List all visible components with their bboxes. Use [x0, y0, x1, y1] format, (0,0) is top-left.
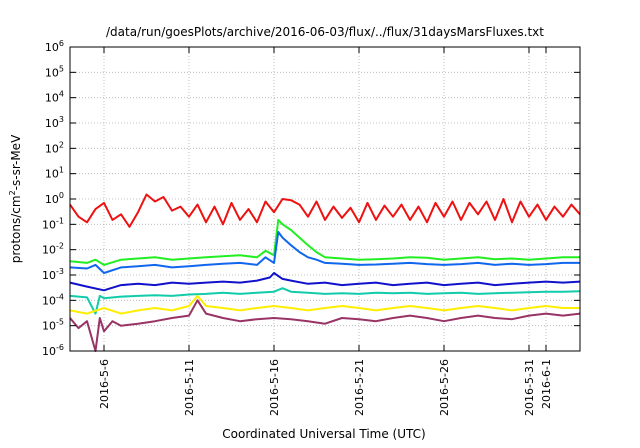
y-axis-label: protons/cm2-s-sr-MeV [8, 134, 23, 263]
y-tick-label: 104 [45, 90, 64, 105]
y-axis-label-base: protons/cm [9, 195, 23, 263]
y-tick-base: 10 [45, 117, 59, 130]
y-tick-base: 10 [42, 244, 56, 257]
y-tick-label: 10-1 [42, 216, 64, 231]
y-tick-exp: -4 [56, 292, 64, 301]
series-line-6 [69, 294, 580, 315]
y-tick-base: 10 [42, 320, 56, 333]
y-tick-label: 10-3 [42, 267, 64, 282]
y-tick-exp: 3 [59, 115, 64, 124]
x-ticks: 2016-5-6 2016-5-11 2016-5-16 2016-5-21 2016-… [98, 47, 553, 416]
x-tick-label: 2016-5-21 [353, 359, 366, 416]
y-tick-base: 10 [42, 294, 56, 307]
y-ticks: 10-610-510-410-310-210-11001011021031041… [42, 39, 580, 358]
y-tick-base: 10 [45, 92, 59, 105]
series-line-3 [69, 231, 580, 274]
y-tick-exp: -3 [56, 267, 64, 276]
y-tick-label: 10-6 [42, 343, 64, 358]
y-tick-base: 10 [45, 66, 59, 79]
y-tick-label: 102 [45, 140, 64, 155]
y-tick-label: 10-2 [42, 242, 64, 257]
y-tick-exp: -6 [56, 343, 64, 352]
y-tick-label: 103 [45, 115, 64, 130]
y-axis-label-rest: -s-sr-MeV [9, 134, 23, 190]
y-tick-base: 10 [45, 193, 59, 206]
x-tick-label: 2016-5-26 [438, 359, 451, 416]
y-tick-base: 10 [45, 168, 59, 181]
x-tick-label: 2016-5-6 [98, 359, 111, 409]
y-tick-base: 10 [45, 41, 59, 54]
series-line-4 [69, 272, 581, 292]
x-tick-label: 2016-5-16 [268, 359, 281, 416]
y-tick-label: 105 [45, 64, 64, 79]
y-tick-exp: 6 [59, 39, 64, 48]
y-tick-exp: 4 [59, 90, 64, 99]
y-tick-label: 10-4 [42, 292, 64, 307]
y-tick-exp: 2 [59, 140, 64, 149]
y-tick-label: 106 [45, 39, 64, 54]
series-line-2 [69, 218, 580, 266]
x-tick-label: 2016-6-1 [540, 359, 553, 409]
y-tick-exp: 1 [59, 166, 64, 175]
series-group [69, 193, 581, 352]
y-tick-label: 10-5 [42, 318, 64, 333]
x-tick-label: 2016-5-11 [183, 359, 196, 416]
y-tick-exp: -5 [56, 318, 64, 327]
y-tick-base: 10 [42, 218, 56, 231]
x-axis-label: Coordinated Universal Time (UTC) [222, 427, 425, 441]
y-tick-base: 10 [42, 269, 56, 282]
y-tick-exp: -2 [56, 242, 64, 251]
y-tick-label: 101 [45, 166, 64, 181]
y-tick-exp: 5 [59, 64, 64, 73]
y-tick-label: 100 [45, 191, 64, 206]
y-axis-label-sup: 2 [8, 190, 17, 195]
y-tick-exp: -1 [56, 216, 64, 225]
y-tick-base: 10 [45, 142, 59, 155]
series-line-5 [69, 287, 581, 315]
y-tick-exp: 0 [59, 191, 64, 200]
x-tick-label: 2016-5-31 [523, 359, 536, 416]
y-tick-base: 10 [42, 345, 56, 358]
series-line-1 [69, 193, 581, 228]
chart-title: /data/run/goesPlots/archive/2016-06-03/f… [106, 25, 544, 39]
grid [70, 47, 580, 351]
series-line-7 [69, 299, 581, 352]
